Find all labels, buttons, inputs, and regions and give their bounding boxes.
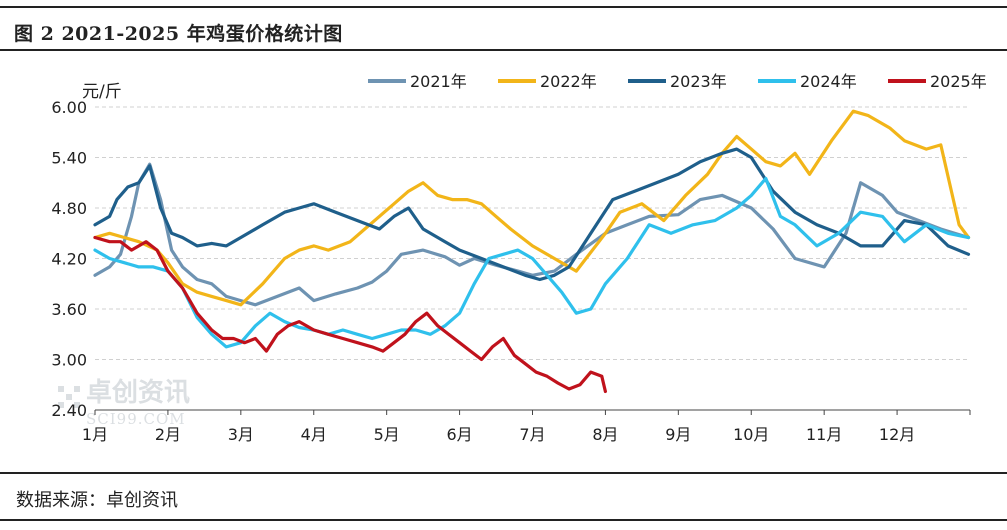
figure-title: 图 2 2021-2025 年鸡蛋价格统计图 <box>14 23 343 45</box>
series-line-2024年 <box>93 176 971 349</box>
top-rule <box>0 6 1007 8</box>
x-tick-label: 1月 <box>82 425 108 444</box>
y-tick-label: 4.20 <box>51 250 87 269</box>
x-tick-label: 10月 <box>733 425 769 444</box>
x-tick-label: 6月 <box>446 425 472 444</box>
x-tick-label: 2月 <box>155 425 181 444</box>
series-line-2022年 <box>93 109 971 307</box>
x-tick-label: 8月 <box>592 425 618 444</box>
series-line-2023年 <box>93 147 971 282</box>
x-tick-label: 9月 <box>665 425 691 444</box>
y-tick-label: 5.40 <box>51 149 87 168</box>
legend-label: 2021年 <box>410 72 467 91</box>
legend-label: 2025年 <box>930 72 987 91</box>
series-line-2025年 <box>93 235 608 394</box>
legend-label: 2023年 <box>670 72 727 91</box>
y-tick-label: 3.60 <box>51 300 87 319</box>
x-tick-label: 5月 <box>374 425 400 444</box>
bottom-rule <box>0 519 1007 521</box>
y-axis-label: 元/斤 <box>82 82 122 102</box>
y-tick-label: 6.00 <box>51 98 87 117</box>
x-tick-label: 11月 <box>806 425 842 444</box>
source-rule <box>0 472 1007 474</box>
y-tick-label: 2.40 <box>51 401 87 420</box>
data-source: 数据来源：卓创资讯 <box>16 490 178 511</box>
x-tick-label: 4月 <box>301 425 327 444</box>
series-line-2021年 <box>93 162 971 307</box>
legend-label: 2024年 <box>800 72 857 91</box>
legend-label: 2022年 <box>540 72 597 91</box>
x-tick-label: 7月 <box>519 425 545 444</box>
y-tick-label: 3.00 <box>51 351 87 370</box>
x-tick-label: 3月 <box>228 425 254 444</box>
x-tick-label: 12月 <box>879 425 915 444</box>
title-rule <box>0 49 1007 51</box>
y-tick-label: 4.80 <box>51 199 87 218</box>
